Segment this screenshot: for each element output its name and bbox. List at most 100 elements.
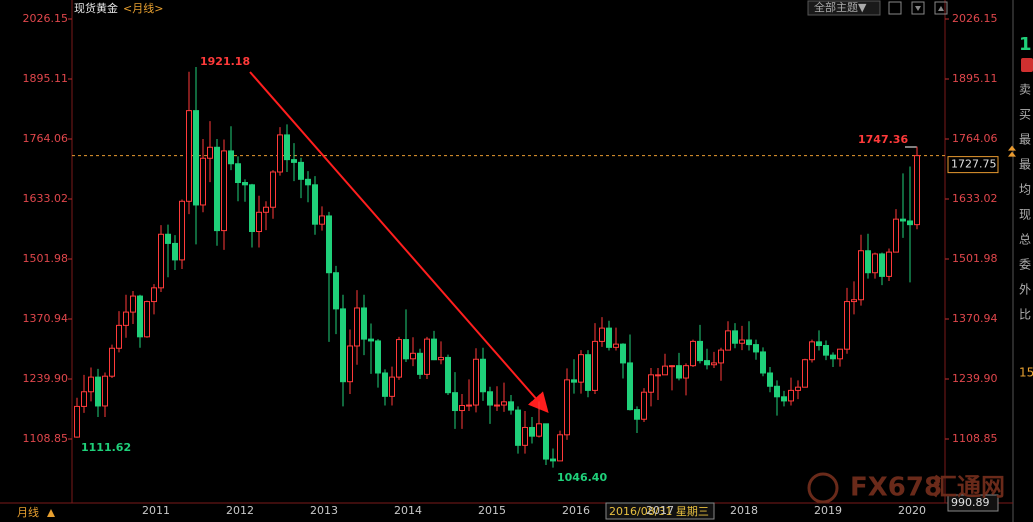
candle-body — [193, 110, 199, 206]
y-tick-label-right: 1895.11 — [952, 72, 998, 85]
toolbar-icon[interactable] — [888, 1, 902, 15]
current-price-arrow — [1008, 145, 1016, 157]
toolbar-icon-up — [938, 6, 944, 11]
candle-body — [326, 215, 332, 274]
candle-body — [851, 299, 857, 303]
side-panel-label: 委 — [1019, 258, 1031, 272]
candle-body — [480, 358, 486, 393]
candle-body — [564, 379, 570, 436]
candle-body — [165, 233, 171, 244]
candle-body — [725, 330, 731, 351]
candle-body — [88, 376, 94, 393]
candle-body — [914, 155, 920, 226]
candle-body — [333, 272, 339, 310]
candle-body — [81, 391, 87, 407]
candle-body — [284, 134, 290, 161]
theme-button-label[interactable]: 全部主题▼ — [814, 0, 867, 14]
annotation: 1111.62 — [81, 441, 131, 454]
candle-body — [809, 341, 815, 361]
theme-button[interactable] — [807, 0, 881, 16]
candle-body — [536, 423, 542, 437]
x-tick-label: 2014 — [394, 504, 422, 517]
candle-body — [179, 200, 185, 261]
watermark: 汇通网 — [933, 473, 1005, 501]
period-label[interactable]: 月线 — [17, 505, 39, 519]
watermark: FX678 — [850, 473, 942, 503]
candle-body — [879, 253, 885, 277]
candle-body — [585, 354, 591, 391]
candle-body — [431, 338, 437, 361]
x-tick-label: 2011 — [142, 504, 170, 517]
candle-body — [123, 311, 129, 326]
candle-body — [375, 340, 381, 374]
candle-body — [760, 351, 766, 374]
candle-body — [396, 339, 402, 378]
candle-body — [130, 295, 136, 313]
candle-body — [893, 218, 899, 253]
candle-body — [172, 242, 178, 261]
candle-body — [158, 233, 164, 289]
y-tick-label-right: 1239.90 — [952, 372, 998, 385]
candle-body — [515, 409, 521, 446]
candle-body — [578, 354, 584, 383]
candle-body — [319, 215, 325, 225]
candle-body — [368, 338, 374, 342]
candle-body — [627, 362, 633, 411]
watermark-logo — [807, 472, 839, 504]
x-tick-label: 2020 — [898, 504, 926, 517]
candle-body — [214, 146, 220, 232]
candle-body — [711, 362, 717, 366]
candle-body — [830, 354, 836, 360]
x-tick-label: 2018 — [730, 504, 758, 517]
candle-body — [676, 365, 682, 379]
candle-body — [592, 340, 598, 391]
x-tick-label: 2015 — [478, 504, 506, 517]
candle-body — [452, 392, 458, 412]
side-panel-label: 均 — [1019, 183, 1031, 197]
candle-body — [529, 426, 535, 437]
candle-body — [207, 146, 213, 159]
candle-body — [144, 301, 150, 338]
candle-body — [445, 356, 451, 394]
side-panel-label: 现 — [1019, 208, 1031, 222]
toolbar-icon-down — [915, 6, 921, 11]
x-tick-label: 2016 — [562, 504, 590, 517]
candle-body — [473, 358, 479, 406]
period-toggle[interactable] — [47, 509, 55, 517]
candle-body — [354, 307, 360, 347]
candle-body — [102, 375, 108, 407]
candle-body — [249, 184, 255, 233]
candle-body — [305, 178, 311, 186]
candle-body — [382, 372, 388, 397]
x-tick-label: 2012 — [226, 504, 254, 517]
candle-body — [837, 348, 843, 360]
candle-body — [781, 396, 787, 402]
annotation: 1046.40 — [557, 471, 607, 484]
candle-body — [767, 372, 773, 387]
side-panel-label: 总 — [1019, 233, 1031, 247]
candle-body — [571, 379, 577, 383]
candle-body — [816, 341, 822, 347]
y-tick-label-right: 2026.15 — [952, 12, 998, 25]
candle-body — [655, 374, 661, 377]
candle-body — [438, 356, 444, 361]
candle-body — [347, 345, 353, 383]
toolbar-icon[interactable] — [934, 1, 948, 15]
side-panel-label: 买 — [1019, 108, 1031, 122]
candle-body — [690, 340, 696, 367]
candle-body — [522, 426, 528, 446]
side-panel-badge — [1021, 58, 1033, 72]
candle-body — [270, 171, 276, 208]
annotation: 1747.36 — [858, 133, 908, 146]
candle-body — [277, 134, 283, 173]
candle-body — [151, 287, 157, 303]
candle-body — [417, 352, 423, 375]
y-tick-label-right: 1501.98 — [952, 252, 998, 265]
candle-body — [263, 206, 269, 213]
y-tick-label-right: 1764.06 — [952, 132, 998, 145]
toolbar-icon[interactable] — [911, 1, 925, 15]
y-tick-label: 1370.94 — [23, 312, 69, 325]
candle-body — [648, 374, 654, 393]
candle-body — [235, 163, 241, 184]
